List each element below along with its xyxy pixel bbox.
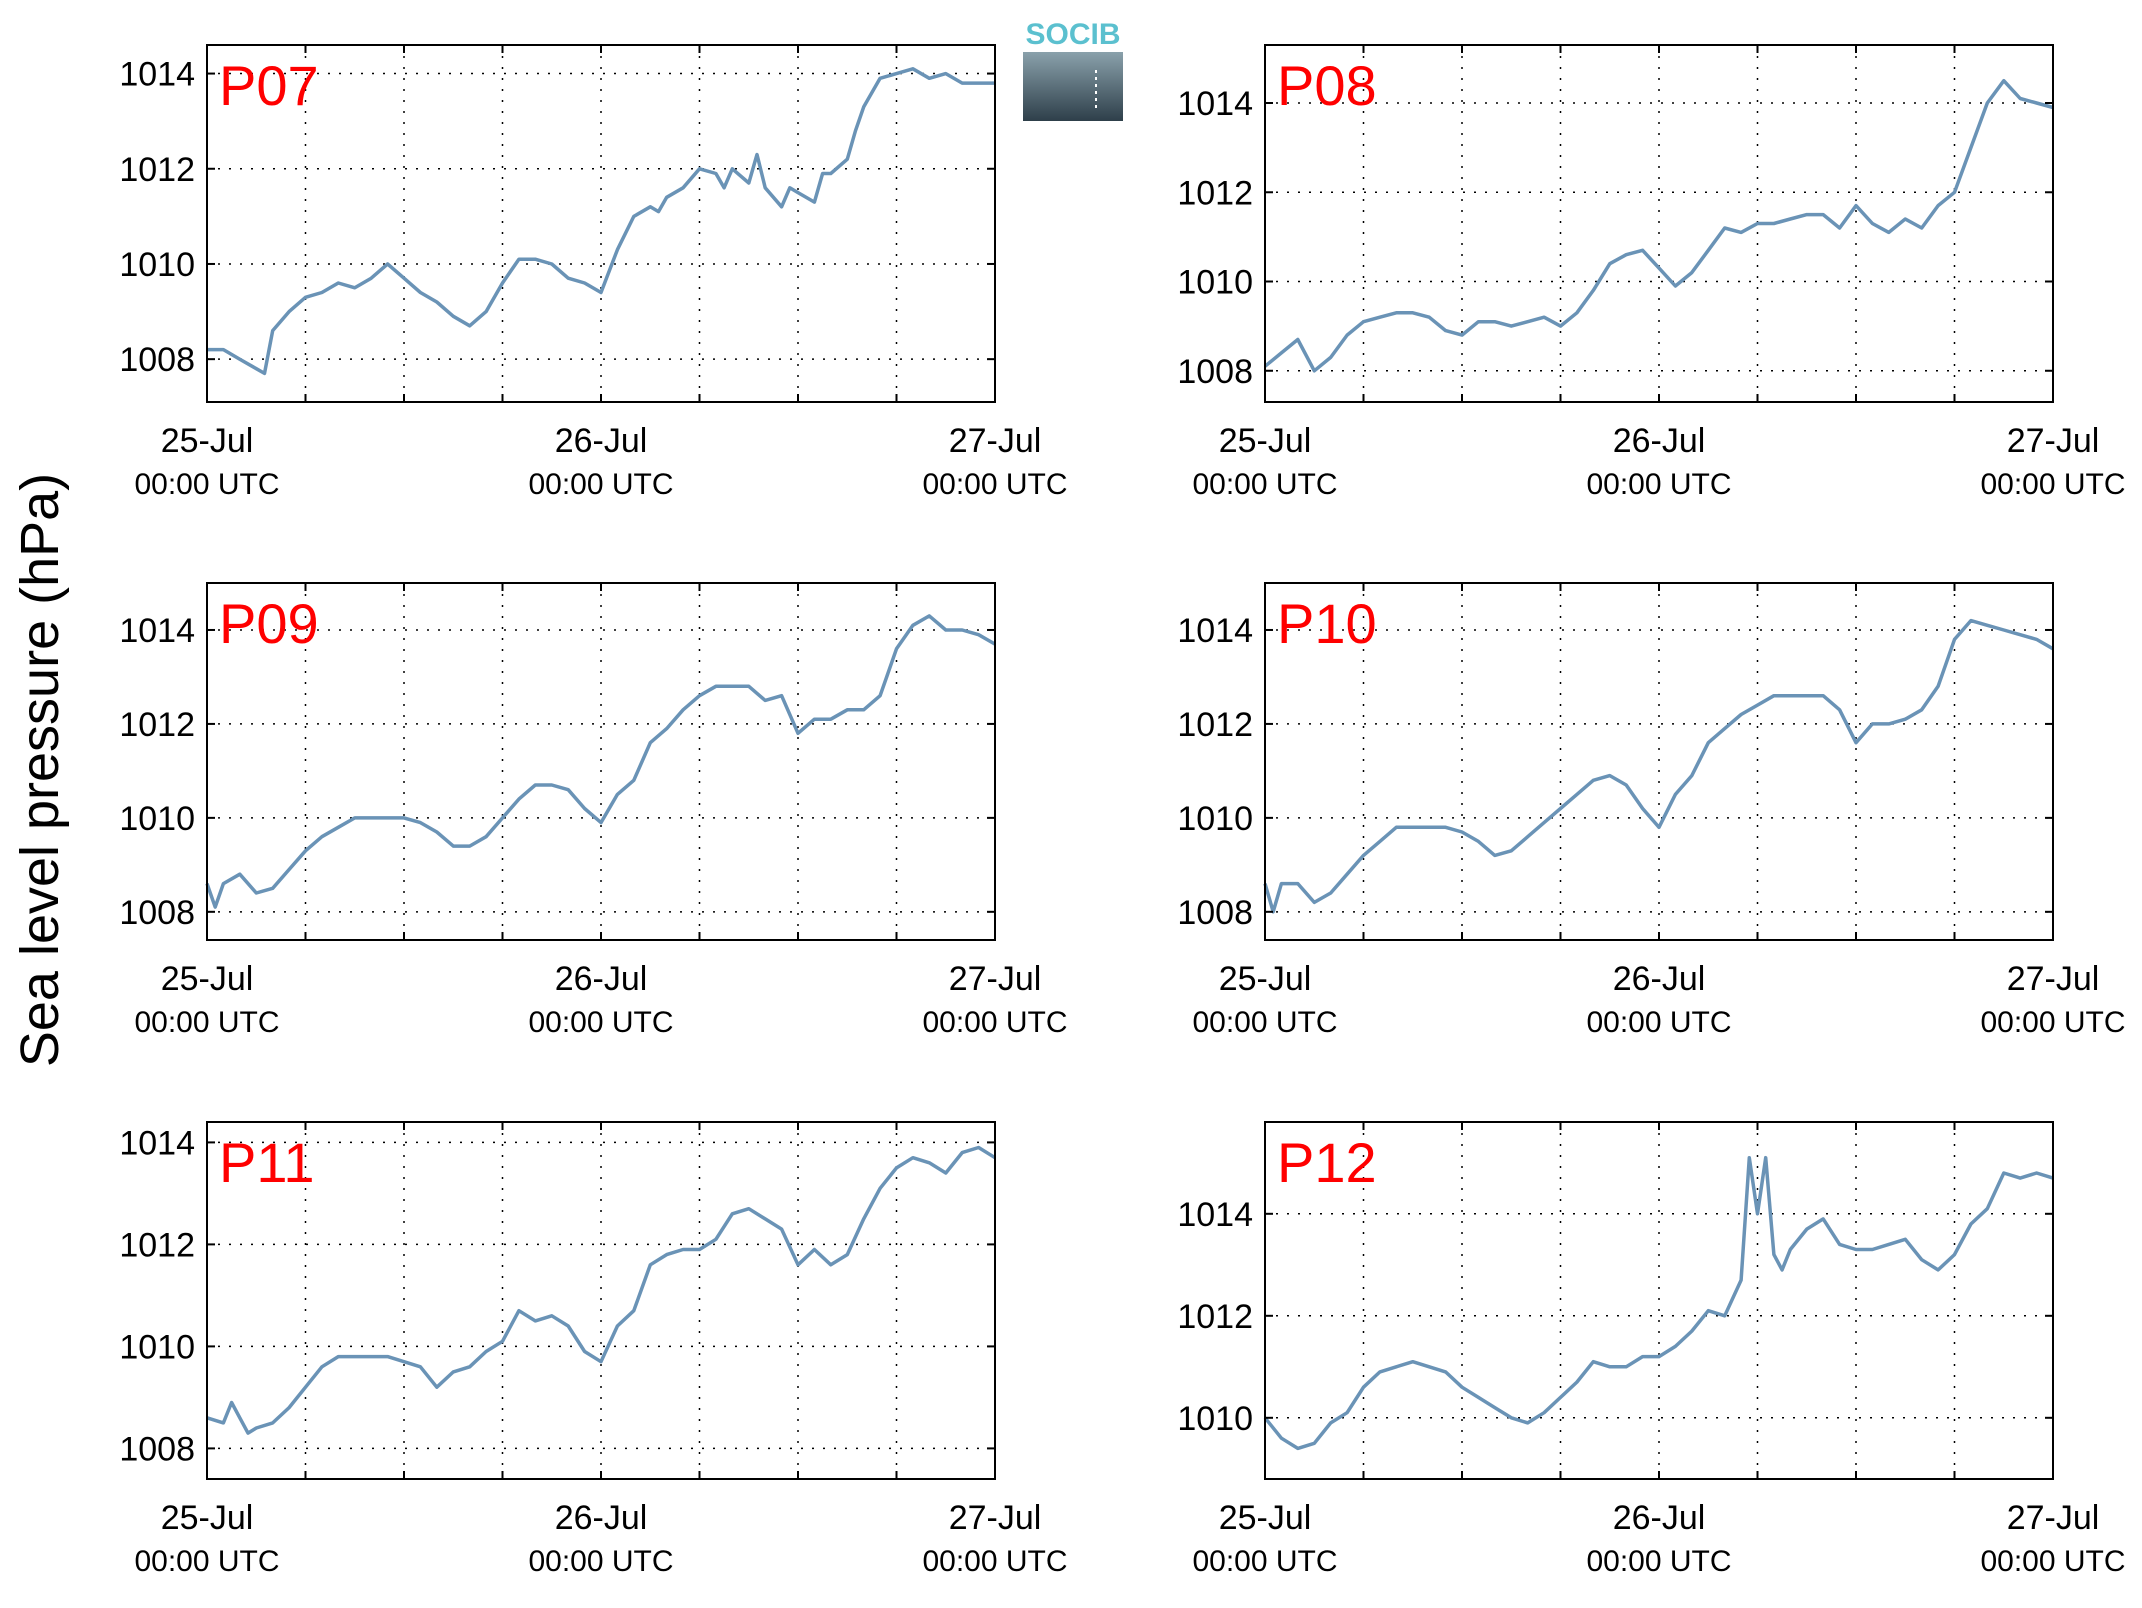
y-tick-label: 1008 — [1177, 353, 1253, 391]
plot-frame — [1264, 582, 2054, 941]
panel-label-p07: P07 — [219, 54, 319, 117]
series-line-p07 — [207, 67, 995, 376]
y-tick-label: 1010 — [1177, 800, 1253, 838]
x-tick-sublabel: 00:00 UTC — [134, 1545, 279, 1578]
x-tick-label: 26-Jul — [555, 1499, 648, 1537]
panel-label-p10: P10 — [1277, 592, 1377, 655]
logo-text: SOCIB — [1025, 18, 1120, 51]
x-tick-sublabel: 00:00 UTC — [1980, 1006, 2125, 1039]
y-tick-label: 1014 — [119, 56, 195, 94]
x-tick-sublabel: 00:00 UTC — [1980, 468, 2125, 501]
y-tick-label: 1010 — [1177, 1400, 1253, 1438]
y-tick-label: 1008 — [119, 341, 195, 379]
panel-label-p08: P08 — [1277, 54, 1377, 117]
y-tick-label: 1010 — [119, 800, 195, 838]
x-tick-sublabel: 00:00 UTC — [922, 1545, 1067, 1578]
x-tick-label: 27-Jul — [949, 960, 1042, 998]
x-tick-label: 26-Jul — [1613, 960, 1706, 998]
y-tick-label: 1012 — [119, 1226, 195, 1264]
plot-frame — [206, 582, 996, 941]
panel-label-p09: P09 — [219, 592, 319, 655]
x-tick-label: 25-Jul — [1219, 422, 1312, 460]
x-tick-label: 26-Jul — [555, 960, 648, 998]
plot-frame — [206, 44, 996, 403]
series-line-p11 — [206, 1145, 996, 1435]
socib-logo: SOCIB — [1023, 18, 1123, 121]
x-tick-label: 26-Jul — [1613, 422, 1706, 460]
logo-gradient-block — [1023, 52, 1123, 121]
plot-frame — [206, 1121, 996, 1480]
y-tick-label: 1014 — [1177, 85, 1253, 123]
x-tick-sublabel: 00:00 UTC — [1192, 1006, 1337, 1039]
y-tick-label: 1012 — [1177, 174, 1253, 212]
panel-p12: 1010 1012 1014 25-Jul 00:00 UTC 26-Jul 00:00 U… — [1177, 1121, 2126, 1578]
y-tick-label: 1008 — [119, 1430, 195, 1468]
series-line-p08 — [1263, 78, 2054, 373]
y-tick-label: 1012 — [1177, 1298, 1253, 1336]
y-tick-label: 1014 — [119, 612, 195, 650]
panel-p09: 1008 1010 1012 1014 25-Jul 00:00 UTC 26-Jul 00:… — [119, 582, 1068, 1039]
y-tick-label: 1014 — [1177, 1196, 1253, 1234]
x-tick-label: 25-Jul — [1219, 960, 1312, 998]
x-tick-sublabel: 00:00 UTC — [134, 1006, 279, 1039]
x-tick-label: 27-Jul — [2007, 1499, 2100, 1537]
series-line-p10 — [1263, 618, 2054, 914]
panel-label-p12: P12 — [1277, 1131, 1377, 1194]
y-tick-label: 1008 — [1177, 894, 1253, 932]
plot-frame — [1264, 44, 2054, 403]
panel-p11: 1008 1010 1012 1014 25-Jul 00:00 UTC 26-Jul 00:… — [119, 1121, 1068, 1578]
series-line-p12 — [1263, 1155, 2054, 1451]
y-tick-label: 1008 — [119, 894, 195, 932]
y-tick-label: 1010 — [119, 246, 195, 284]
x-tick-sublabel: 00:00 UTC — [1192, 1545, 1337, 1578]
x-tick-sublabel: 00:00 UTC — [528, 468, 673, 501]
y-tick-label: 1014 — [1177, 612, 1253, 650]
x-tick-sublabel: 00:00 UTC — [1586, 1006, 1731, 1039]
x-tick-label: 25-Jul — [161, 422, 254, 460]
x-tick-label: 25-Jul — [161, 960, 254, 998]
y-axis-label: Sea level pressure (hPa) — [10, 473, 70, 1067]
panel-p10: 1008 1010 1012 1014 25-Jul 00:00 UTC 26-Jul 00:… — [1177, 582, 2126, 1039]
x-tick-label: 27-Jul — [2007, 422, 2100, 460]
y-tick-label: 1014 — [119, 1124, 195, 1162]
panel-p07: 1008 1010 1012 1014 25-Jul 00:00 UTC 26-Jul 00:… — [119, 44, 1068, 501]
x-tick-sublabel: 00:00 UTC — [1980, 1545, 2125, 1578]
panel-label-p11: P11 — [219, 1131, 314, 1194]
x-tick-sublabel: 00:00 UTC — [1586, 468, 1731, 501]
y-tick-label: 1010 — [1177, 264, 1253, 302]
x-tick-sublabel: 00:00 UTC — [528, 1006, 673, 1039]
x-tick-label: 26-Jul — [555, 422, 648, 460]
x-tick-sublabel: 00:00 UTC — [922, 468, 1067, 501]
x-tick-label: 25-Jul — [161, 1499, 254, 1537]
x-tick-label: 26-Jul — [1613, 1499, 1706, 1537]
x-tick-sublabel: 00:00 UTC — [528, 1545, 673, 1578]
plot-frame — [1264, 1121, 2054, 1480]
panel-p08: 1008 1010 1012 1014 25-Jul 00:00 UTC 26-Jul 00:… — [1177, 44, 2126, 501]
series-line-p09 — [205, 614, 996, 909]
x-tick-sublabel: 00:00 UTC — [922, 1006, 1067, 1039]
x-tick-sublabel: 00:00 UTC — [1192, 468, 1337, 501]
x-tick-label: 27-Jul — [949, 422, 1042, 460]
x-tick-label: 25-Jul — [1219, 1499, 1312, 1537]
y-tick-label: 1012 — [119, 706, 195, 744]
x-tick-sublabel: 00:00 UTC — [134, 468, 279, 501]
y-tick-label: 1010 — [119, 1328, 195, 1366]
y-tick-label: 1012 — [119, 151, 195, 189]
x-tick-label: 27-Jul — [949, 1499, 1042, 1537]
x-tick-label: 27-Jul — [2007, 960, 2100, 998]
x-tick-sublabel: 00:00 UTC — [1586, 1545, 1731, 1578]
y-tick-label: 1012 — [1177, 706, 1253, 744]
